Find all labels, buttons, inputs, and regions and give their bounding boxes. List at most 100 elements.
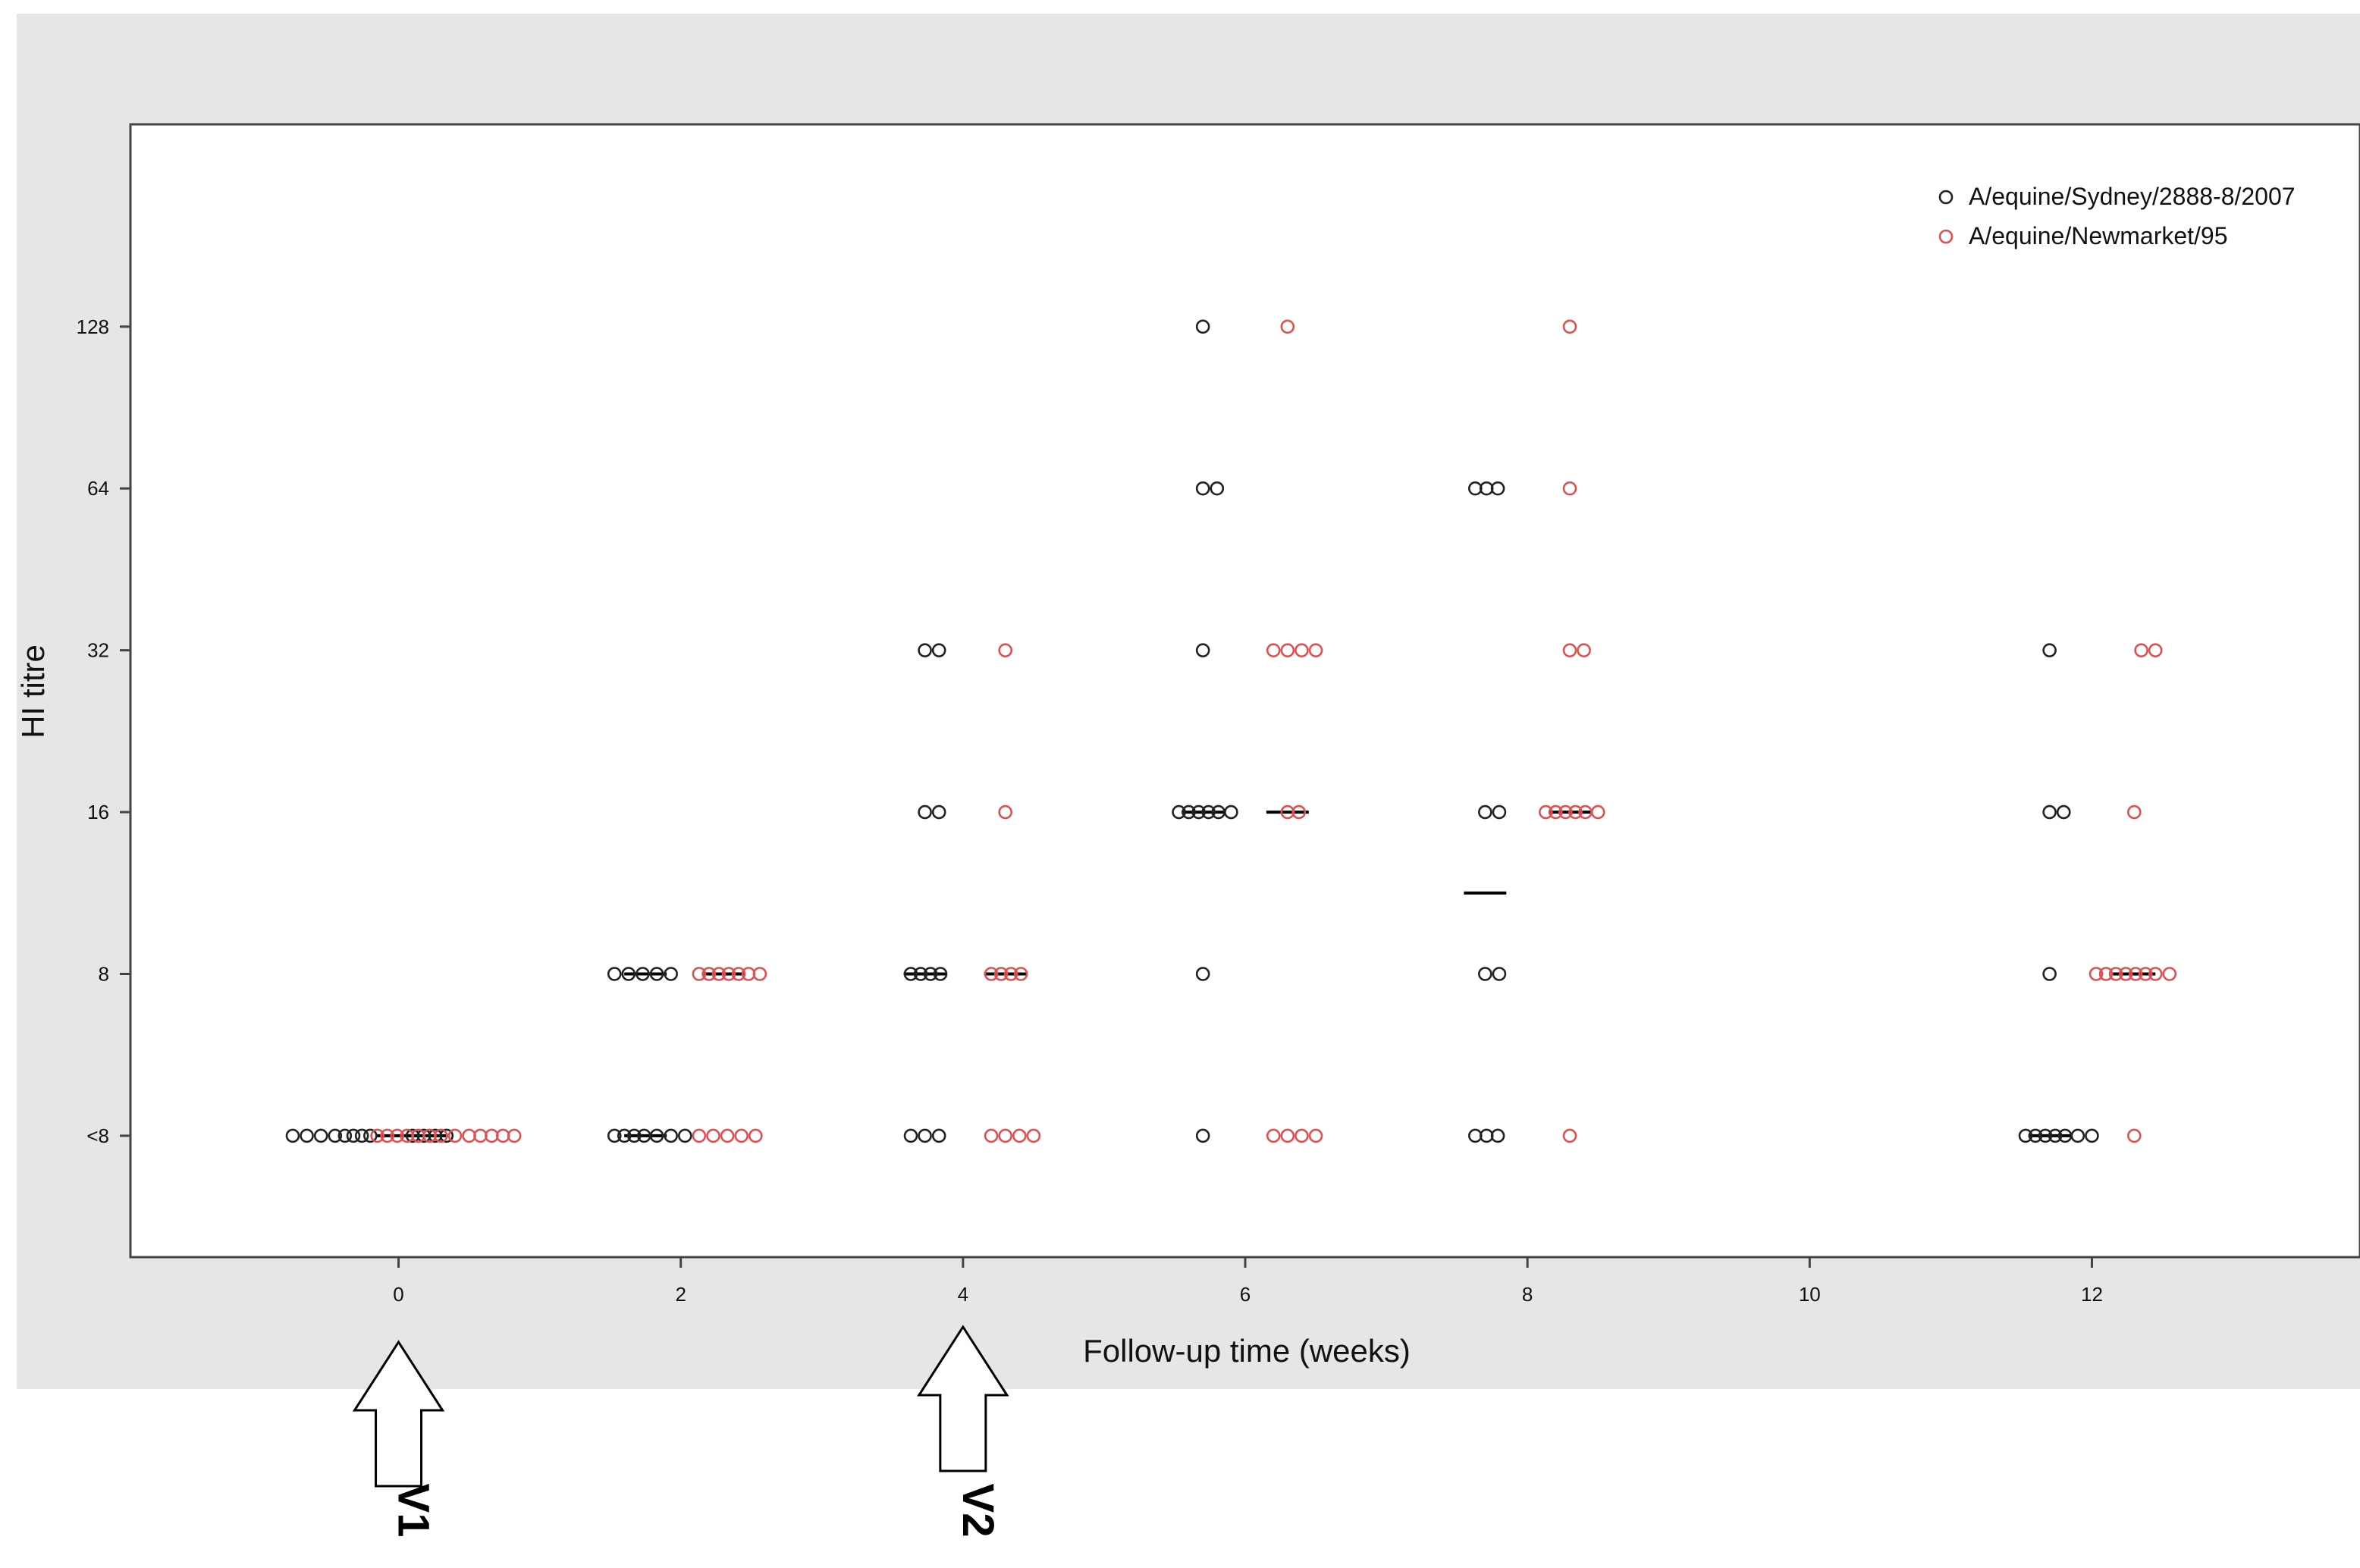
data-point-series-0 [1195,481,1210,496]
data-point-series-0 [2042,804,2057,820]
data-point-series-0 [913,967,928,981]
data-point-series-1 [1562,1128,1577,1143]
data-point-series-1 [720,1128,735,1143]
legend-marker [1938,190,1954,205]
legend-marker [1938,229,1954,244]
data-point-series-0 [2056,804,2071,820]
x-axis-title: Follow-up time (weeks) [1083,1333,1411,1369]
y-tick-label: 64 [87,477,109,500]
data-point-series-1 [1280,319,1295,334]
y-tick-label: <8 [86,1124,109,1147]
data-point-series-0 [346,1128,361,1143]
data-point-series-0 [337,1128,353,1143]
data-point-series-0 [354,1128,369,1143]
data-point-series-1 [1558,804,1573,820]
data-point-series-0 [664,1128,678,1143]
data-point-series-0 [2038,1128,2053,1143]
y-axis-title: HI titre [15,644,51,739]
data-point-series-1 [1013,967,1028,981]
data-point-series-0 [1224,804,1238,820]
data-point-series-1 [2126,804,2142,820]
data-point-series-1 [748,1128,763,1143]
data-point-series-1 [998,804,1012,820]
x-tick-label: 12 [2081,1283,2103,1306]
legend-label: A/equine/Newmarket/95 [1969,222,2228,249]
x-tick-label: 0 [393,1283,403,1306]
vaccination-label: V1 [389,1484,438,1538]
data-point-series-0 [2070,1128,2085,1143]
data-point-series-1 [2108,967,2123,981]
data-point-series-0 [931,804,946,820]
data-point-series-1 [721,967,736,981]
data-point-series-0 [607,967,622,981]
data-point-series-0 [903,1128,918,1143]
data-point-series-0 [1195,319,1210,334]
x-tick-label: 2 [675,1283,686,1306]
data-point-series-1 [998,1128,1012,1143]
data-point-series-1 [731,967,746,981]
data-point-series-1 [1308,643,1323,657]
vaccination-label: V2 [953,1484,1003,1538]
data-point-series-1 [2126,1128,2142,1143]
data-point-series-0 [1478,804,1492,820]
data-point-series-0 [918,804,932,820]
data-point-series-1 [2134,643,2148,657]
data-point-series-1 [447,1128,463,1143]
data-point-series-1 [1266,643,1281,657]
data-point-series-1 [1280,1128,1295,1143]
x-tick-label: 6 [1240,1283,1251,1306]
vaccination-annotations: V1 V2 [352,1325,1009,1538]
data-point-series-1 [993,967,1009,981]
data-point-series-1 [2162,967,2177,981]
data-points [285,319,2177,1143]
y-tick-label: 16 [87,801,109,823]
data-point-series-0 [664,967,678,981]
data-point-series-1 [998,643,1012,657]
data-point-series-1 [734,1128,749,1143]
x-tick-label: 4 [958,1283,968,1306]
data-point-series-1 [692,967,707,981]
data-point-series-1 [2118,967,2133,981]
data-point-series-0 [918,1128,932,1143]
data-point-series-1 [390,1128,404,1143]
data-point-series-0 [1195,1128,1210,1143]
data-point-series-0 [285,1128,300,1143]
data-point-series-0 [2085,1128,2099,1143]
data-point-series-0 [636,967,650,981]
data-point-series-1 [1012,1128,1027,1143]
data-point-series-0 [617,1128,632,1143]
data-point-series-1 [1026,1128,1041,1143]
data-point-series-0 [621,967,636,981]
data-point-series-1 [711,967,727,981]
data-point-series-0 [363,1128,378,1143]
data-point-series-0 [931,643,946,657]
data-point-series-1 [1266,1128,1281,1143]
data-point-series-0 [439,1128,454,1143]
x-tick-label: 8 [1522,1283,1533,1306]
data-point-series-1 [1308,1128,1323,1143]
data-point-series-0 [649,1128,664,1143]
data-point-series-0 [677,1128,692,1143]
data-point-series-1 [692,1128,707,1143]
data-point-series-0 [649,967,664,981]
data-point-series-0 [1195,643,1210,657]
data-point-series-1 [2089,967,2104,981]
data-point-series-0 [1478,967,1492,981]
data-point-series-0 [1490,481,1505,496]
data-point-series-0 [1492,967,1507,981]
data-point-series-1 [1568,804,1583,820]
y-tick-label: 8 [99,963,109,986]
data-point-series-1 [2128,967,2143,981]
data-point-series-1 [1562,319,1577,334]
data-point-series-1 [984,967,999,981]
data-point-series-0 [328,1128,343,1143]
data-point-series-0 [2042,643,2057,657]
y-axis: <8 8 16 32 64 128 [77,315,130,1147]
data-point-series-0 [2018,1128,2033,1143]
data-point-series-0 [1201,804,1216,820]
y-tick-label: 32 [87,639,109,662]
data-point-series-1 [1577,643,1591,657]
data-point-series-1 [1295,1128,1309,1143]
data-point-series-0 [923,967,938,981]
